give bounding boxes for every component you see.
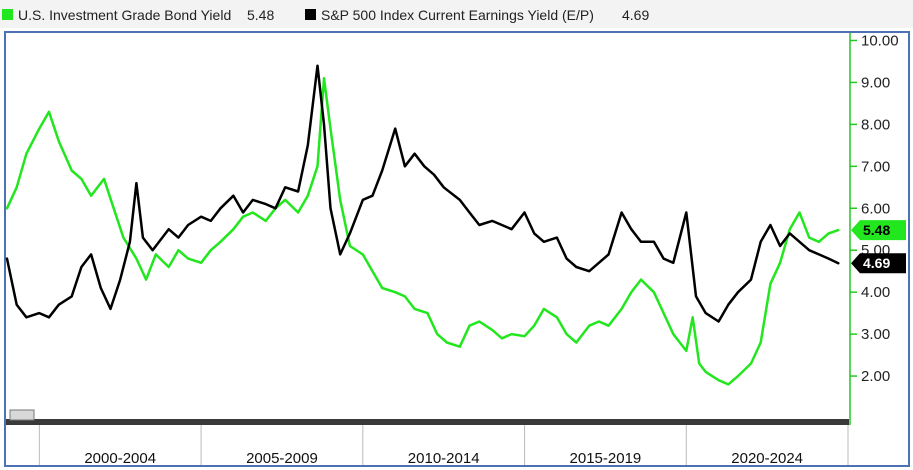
legend: U.S. Investment Grade Bond Yield 5.48 S&… bbox=[0, 0, 913, 28]
x-category-label: 2005-2009 bbox=[246, 450, 318, 467]
x-axis-bar bbox=[6, 419, 849, 425]
x-category-label: 2010-2014 bbox=[408, 450, 480, 467]
x-category-label: 2000-2004 bbox=[84, 450, 156, 467]
y-tick-label: 10.00 bbox=[861, 32, 899, 49]
legend-swatch-earnings-yield bbox=[305, 9, 316, 20]
legend-background bbox=[0, 0, 913, 28]
y-tick-label: 4.00 bbox=[861, 284, 890, 301]
series-line-bond-yield bbox=[5, 76, 840, 386]
legend-label-earnings-yield: S&P 500 Index Current Earnings Yield (E/… bbox=[321, 7, 594, 23]
plot-area bbox=[5, 64, 840, 386]
y-tick-label: 8.00 bbox=[861, 116, 890, 133]
y-tick-label: 3.00 bbox=[861, 326, 890, 343]
badge-label: 4.69 bbox=[863, 255, 890, 271]
y-tick-label: 2.00 bbox=[861, 368, 890, 385]
x-axis: 2000-2004 2005-2009 2010-2014 2015-2019 2020… bbox=[38, 425, 849, 467]
x-category-label: 2015-2019 bbox=[570, 450, 642, 467]
legend-value-bond-yield: 5.48 bbox=[247, 7, 274, 23]
badge-label: 5.48 bbox=[863, 222, 890, 238]
legend-swatch-bond-yield bbox=[2, 9, 13, 20]
y-tick-label: 9.00 bbox=[861, 74, 890, 91]
scroll-handle[interactable] bbox=[9, 409, 35, 421]
legend-value-earnings-yield: 4.69 bbox=[622, 7, 649, 23]
badge-shape bbox=[851, 220, 906, 241]
last-value-badge-earnings-yield: 4.69 bbox=[851, 253, 906, 274]
y-tick-label: 6.00 bbox=[861, 200, 890, 217]
badge-shape bbox=[851, 253, 906, 274]
value-badges: 5.48 4.69 bbox=[851, 220, 906, 274]
legend-label-bond-yield: U.S. Investment Grade Bond Yield bbox=[18, 7, 231, 23]
last-value-badge-bond-yield: 5.48 bbox=[851, 220, 906, 241]
series-line-earnings-yield bbox=[5, 64, 840, 323]
y-tick-label: 7.00 bbox=[861, 158, 890, 175]
chart-frame bbox=[4, 31, 910, 467]
x-category-label: 2020-2024 bbox=[731, 450, 803, 467]
